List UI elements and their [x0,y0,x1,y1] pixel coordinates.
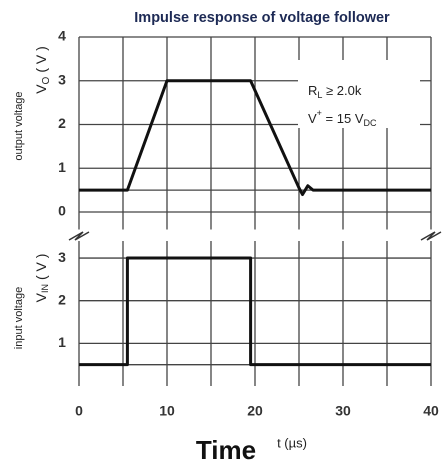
annotation: V+ = 15 VDC [308,108,377,128]
annotation: RL ≥ 2.0k [308,83,362,100]
y-label-unit: ( V ) [33,46,49,72]
x-tick-label: 40 [423,403,439,419]
y-tick-label: 1 [58,159,66,175]
y-tick-label: 1 [58,334,66,350]
x-tick-label: 10 [159,403,175,419]
y-tick-label: 0 [58,203,66,219]
y-axis-label: VO ( V ) [33,46,52,94]
y-tick-label: 4 [58,28,66,44]
y-tick-label: 2 [58,291,66,307]
y-label-sub: IN [40,284,50,293]
side-label: output voltage [13,91,25,160]
y-tick-label: 3 [58,71,66,87]
line-series [79,256,431,367]
x-tick-label: 30 [335,403,351,419]
annotation-rest: = 15 V [322,111,364,126]
y-tick-label: 2 [58,115,66,131]
annotation-sub: DC [364,118,377,128]
chart-title: Impulse response of voltage follower [134,10,390,26]
annotation-main: V [308,111,317,126]
annotation-sub: L [317,90,322,100]
annotation-background [298,60,420,128]
y-label: V [33,292,49,302]
y-label-sub: O [41,76,52,84]
y-axis-label: VIN ( V ) [33,254,51,303]
annotation-sup: + [317,108,322,118]
x-tick-label: 20 [247,403,263,419]
y-label: V [33,84,49,94]
x-axis-label: Time [196,435,256,465]
line-series [79,79,431,196]
side-label: input voltage [13,287,25,349]
x-tick-label: 0 [75,403,83,419]
annotation-main: R [308,83,317,98]
annotation-rest: ≥ 2.0k [322,83,361,98]
y-label-unit: ( V ) [33,254,49,280]
y-tick-label: 3 [58,249,66,265]
axis-break [68,231,90,241]
x-axis-unit: t (µs) [277,435,307,450]
axis-break [420,231,442,241]
